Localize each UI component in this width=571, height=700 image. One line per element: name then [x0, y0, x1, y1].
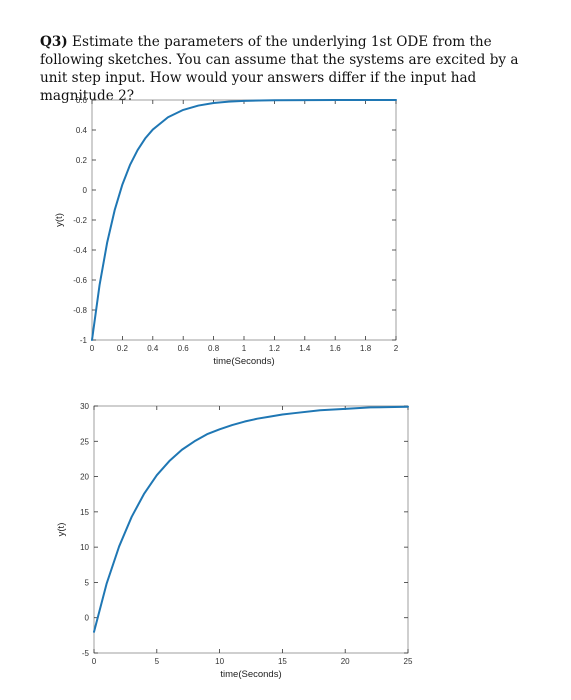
- x-tick-label: 5: [155, 657, 160, 666]
- y-axis-label: y(t): [56, 523, 67, 537]
- y-tick-label: 10: [80, 543, 89, 552]
- y-tick-label: 0.4: [76, 126, 88, 135]
- y-tick-label: 0.6: [76, 96, 88, 105]
- x-tick-label: 1.8: [360, 344, 372, 353]
- response-curve: [93, 405, 409, 633]
- y-tick-label: -1: [80, 336, 88, 345]
- step-response-chart-1: 0 0.2 0.4 0.6 0.8 1 1.2 1.4 1.6 1.8 2 -1 -0.8 -0.6 -0.…: [54, 96, 399, 367]
- y-tick-label: 15: [80, 508, 89, 517]
- y-tick-label: -0.8: [73, 306, 87, 315]
- question-text: Q3) Estimate the parameters of the under…: [40, 33, 540, 105]
- y-tick-label: -5: [82, 649, 90, 658]
- x-tick-label: 1.4: [299, 344, 311, 353]
- y-tick-label: 0.2: [76, 156, 88, 165]
- plot-frame: [93, 405, 409, 654]
- x-tick-label: 20: [341, 657, 350, 666]
- y-axis-label: y(t): [54, 213, 65, 227]
- step-response-chart-2: 0 5 10 15 20 25-5051015202530time(Seconds)y(t…: [56, 402, 413, 680]
- x-tick-label: 0: [90, 344, 95, 353]
- y-tick-label: 0: [83, 186, 88, 195]
- y-tick-label: 30: [80, 402, 89, 411]
- x-tick-label: 2: [394, 344, 399, 353]
- plot-frame: [91, 99, 397, 341]
- x-tick-label: 10: [215, 657, 224, 666]
- question-number: Q3): [40, 34, 68, 50]
- x-tick-label: 0.2: [117, 344, 129, 353]
- y-tick-label: 0: [85, 614, 90, 623]
- x-tick-label: 15: [278, 657, 287, 666]
- x-axis-label: time(Seconds): [213, 356, 274, 367]
- x-tick-label: 0.4: [147, 344, 159, 353]
- y-tick-label: -0.4: [73, 246, 87, 255]
- x-axis-label: time(Seconds): [220, 669, 281, 680]
- x-tick-label: 0.6: [178, 344, 190, 353]
- y-tick-label: 5: [85, 578, 90, 587]
- x-tick-label: 1.2: [269, 344, 281, 353]
- y-tick-label: 25: [80, 437, 89, 446]
- y-tick-label: -0.6: [73, 276, 87, 285]
- x-tick-label: 0.8: [208, 344, 220, 353]
- question-body: Estimate the parameters of the underlyin…: [40, 34, 519, 104]
- x-tick-label: 1: [242, 344, 247, 353]
- y-tick-label: 20: [80, 473, 89, 482]
- response-curve: [91, 99, 397, 341]
- x-tick-label: 25: [404, 657, 413, 666]
- x-tick-label: 0: [92, 657, 97, 666]
- y-tick-label: -0.2: [73, 216, 87, 225]
- x-tick-label: 1.6: [330, 344, 342, 353]
